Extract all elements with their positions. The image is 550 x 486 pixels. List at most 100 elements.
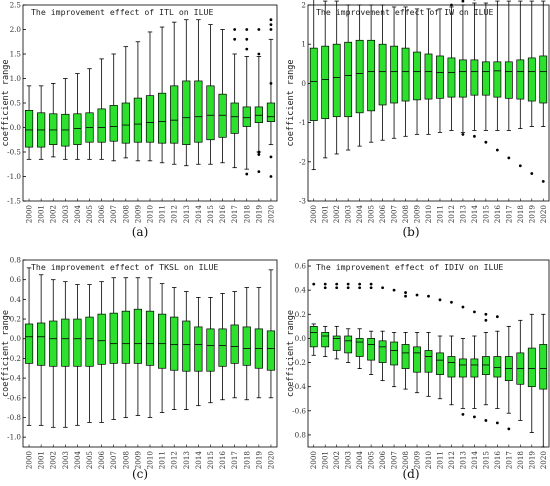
x-tick-label: 2002 <box>49 205 58 223</box>
panel-d-chart: The improvement effect of IDIV on ILUE co… <box>286 259 550 481</box>
outlier-point <box>233 37 237 41</box>
x-tick-label: 2019 <box>254 451 263 470</box>
y-tick-label: 1.5 <box>10 50 22 59</box>
box <box>436 55 444 99</box>
box <box>367 338 376 361</box>
outlier-point <box>358 286 362 290</box>
box <box>493 356 502 378</box>
x-tick-label: 2011 <box>435 205 444 223</box>
outlier-point <box>484 140 488 144</box>
box <box>527 57 536 102</box>
box <box>539 344 548 390</box>
outlier-point <box>484 318 488 322</box>
y-tick-label: -0.8 <box>7 413 21 422</box>
outlier-point <box>415 293 419 297</box>
outlier-point <box>381 286 384 290</box>
box <box>254 106 263 123</box>
x-tick-label: 2016 <box>493 205 502 224</box>
x-tick-label: 2019 <box>254 205 263 224</box>
box <box>413 346 421 373</box>
box <box>493 61 502 98</box>
box <box>194 326 203 372</box>
x-tick-label: 2008 <box>401 451 410 470</box>
outlier-point <box>323 282 327 286</box>
x-tick-label: 2012 <box>447 205 456 223</box>
box <box>436 352 444 375</box>
outlier-point <box>233 28 237 31</box>
box <box>73 113 82 145</box>
box <box>309 47 318 121</box>
y-tick-label: -0.2 <box>292 358 306 367</box>
y-tick-label: 0.2 <box>295 310 306 319</box>
outlier-point <box>404 294 407 298</box>
x-tick-label: 2003 <box>344 451 353 470</box>
x-tick-label: 2001 <box>37 451 46 469</box>
x-tick-label: 2012 <box>170 205 179 223</box>
y-tick-label: 0.8 <box>10 256 22 265</box>
x-tick-label: 2019 <box>527 451 536 470</box>
box <box>355 39 364 114</box>
box <box>24 323 34 364</box>
x-tick-label: 2012 <box>170 451 179 469</box>
y-tick-label: 0.5 <box>10 99 22 108</box>
x-tick-label: 2005 <box>367 451 376 470</box>
box <box>459 358 467 378</box>
x-tick-label: 2004 <box>355 451 364 470</box>
y-tick-label: -1.5 <box>7 197 21 206</box>
x-tick-label: 2000 <box>25 451 34 470</box>
outlier-point <box>269 28 273 31</box>
box <box>321 45 330 120</box>
outlier-point <box>335 286 339 290</box>
x-tick-label: 2004 <box>355 205 364 224</box>
x-tick-label: 2019 <box>527 205 536 224</box>
box <box>332 335 341 351</box>
x-tick-label: 2014 <box>194 451 203 470</box>
y-tick-label: 0.4 <box>295 286 307 295</box>
x-tick-label: 2020 <box>266 205 275 224</box>
box <box>145 310 155 366</box>
outlier-point <box>346 282 350 286</box>
y-tick-label: 0.4 <box>10 295 22 304</box>
box <box>378 340 387 363</box>
x-tick-label: 2009 <box>133 205 142 224</box>
x-tick-label: 2014 <box>470 451 479 470</box>
outlier-point <box>269 155 273 159</box>
box <box>218 328 227 367</box>
x-tick-label: 2010 <box>424 205 433 224</box>
x-tick-label: 2018 <box>242 205 251 224</box>
box <box>242 106 251 127</box>
x-tick-label: 2007 <box>390 205 399 224</box>
box <box>367 39 376 112</box>
outlier-point <box>358 282 362 286</box>
box <box>97 108 106 143</box>
x-tick-label: 2005 <box>367 205 376 224</box>
outlier-point <box>392 288 396 292</box>
box <box>230 324 239 364</box>
y-tick-label: -0.6 <box>7 393 21 402</box>
y-tick-label: -0.2 <box>7 354 21 363</box>
outlier-point <box>461 132 465 136</box>
y-tick-label: -2 <box>299 157 306 166</box>
box <box>424 350 433 373</box>
box <box>401 47 410 102</box>
y-tick-label: 0.2 <box>10 315 21 324</box>
box <box>109 105 118 142</box>
box <box>170 85 179 144</box>
x-tick-label: 2016 <box>218 205 227 224</box>
box <box>97 313 106 365</box>
x-tick-label: 2016 <box>218 451 227 470</box>
box <box>470 59 479 96</box>
y-tick-label: -3 <box>299 197 306 206</box>
outlier-point <box>461 0 465 3</box>
y-axis-label: coefficient range <box>286 310 296 397</box>
outlier-point <box>245 37 249 41</box>
box <box>378 43 387 106</box>
outlier-point <box>269 82 273 85</box>
box <box>321 332 330 348</box>
x-tick-label: 2015 <box>206 451 215 470</box>
x-tick-label: 2005 <box>85 205 94 224</box>
box <box>218 93 227 138</box>
x-tick-label: 2003 <box>61 451 70 470</box>
x-tick-label: 2006 <box>378 451 387 470</box>
outlier-point <box>427 294 430 298</box>
